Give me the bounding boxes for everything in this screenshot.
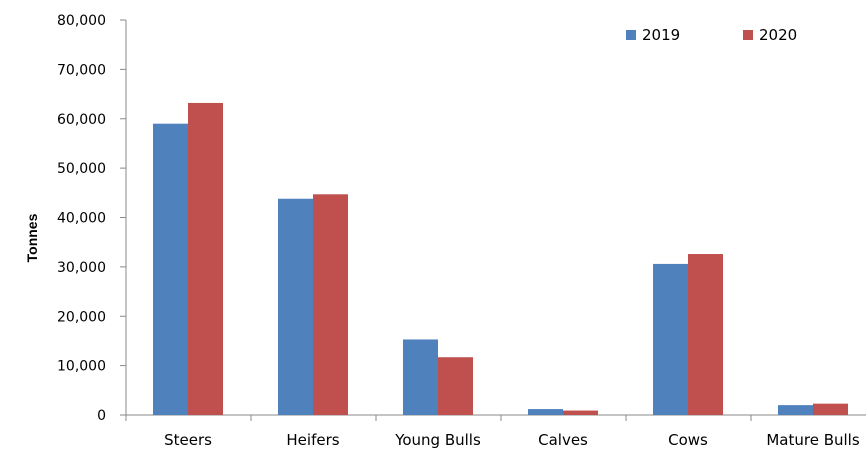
bar-2020-cows [688, 254, 723, 415]
y-tick-label: 10,000 [57, 359, 106, 375]
x-tick-label: Heifers [286, 431, 339, 449]
bar-2020-steers [188, 102, 223, 415]
y-tick-label: 80,000 [57, 13, 106, 29]
y-tick-label: 40,000 [57, 211, 106, 227]
bar-2019-heifers [278, 198, 313, 415]
bar-2019-steers [153, 123, 188, 415]
legend-label-2019: 2019 [642, 26, 680, 44]
x-tick-label: Cows [668, 431, 708, 449]
y-tick-label: 60,000 [57, 112, 106, 128]
y-axis-title: Tonnes [24, 213, 40, 262]
bar-2020-calves [563, 410, 598, 415]
y-tick-label: 50,000 [57, 161, 106, 177]
legend-label-2020: 2020 [759, 26, 797, 44]
bar-2020-mature-bulls [813, 403, 848, 415]
legend-swatch-2020 [743, 30, 753, 40]
y-tick-label: 70,000 [57, 62, 106, 78]
y-tick-label: 0 [97, 408, 106, 424]
bars [153, 102, 848, 415]
x-tick-label: Young Bulls [394, 431, 481, 449]
x-tick-label: Steers [164, 431, 212, 449]
x-axis: Steers Heifers Young Bulls Calves Cows Mature… [125, 414, 866, 449]
bar-2019-cows [653, 263, 688, 415]
y-axis: 0 10,000 20,000 30,000 40,000 50,000 60,000 70,… [57, 13, 127, 424]
bar-2019-calves [528, 409, 563, 415]
x-tick-label: Mature Bulls [766, 431, 859, 449]
bar-2019-mature-bulls [778, 405, 813, 415]
x-tick-label: Calves [538, 431, 588, 449]
legend-swatch-2019 [626, 30, 636, 40]
legend: 2019 2020 [626, 26, 797, 44]
bar-2020-heifers [313, 194, 348, 415]
y-tick-label: 30,000 [57, 260, 106, 276]
y-tick-label: 20,000 [57, 309, 106, 325]
bar-2019-young-bulls [403, 339, 438, 415]
bar-2020-young-bulls [438, 357, 473, 415]
